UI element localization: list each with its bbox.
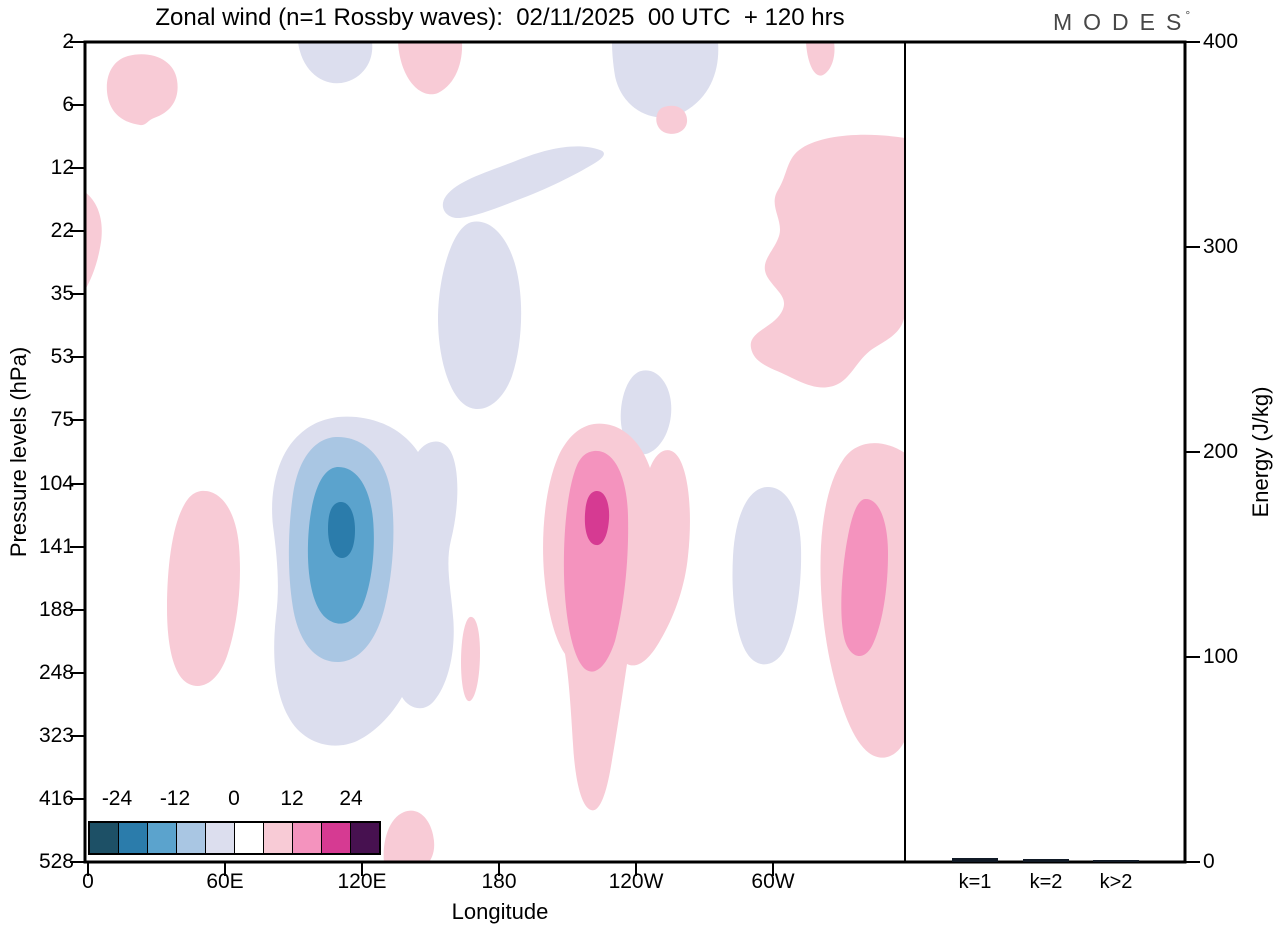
longitude-tick-label: 60W [751,870,795,893]
contour-field [85,42,905,862]
colorbar-tick-label: -12 [159,787,191,810]
pressure-axis-ticks [70,41,85,863]
energy-axis-label: Energy (J/kg) [1248,386,1273,518]
contour-neg-midstrat-blob [438,221,522,410]
contour-pos-leftedge [85,192,102,290]
contour-pos-main-mid [563,450,629,672]
contour-pos-right-stratosphere [750,134,905,388]
longitude-axis-ticks [87,862,774,876]
colorbar-cell [293,823,322,853]
pressure-tick-label: 22 [50,219,74,242]
colorbar-cell [235,823,264,853]
colorbar-tick-label: 12 [280,787,304,810]
colorbar-tick-label: 0 [228,787,240,810]
longitude-tick-label: 120W [608,870,664,893]
contour-neg-diagonal-streak [442,146,604,219]
contour-neg-topcenter [298,42,373,84]
pressure-tick-label: 188 [38,598,74,621]
contour-pos-right-inner [841,498,888,657]
colorbar-tick-label: -24 [101,787,133,810]
bar-label-k1: k=1 [958,871,992,893]
colorbar-cells [88,821,381,855]
modes-logo-text: MODES [1053,9,1193,35]
energy-bar-k2 [1023,858,1069,862]
pressure-tick-label: 35 [50,282,74,305]
energy-tick-label: 100 [1203,645,1239,668]
contour-pos-sliver [461,616,480,702]
colorbar-cell [90,823,119,853]
pressure-tick-label: 528 [38,850,74,873]
contour-neg-right-blob [732,486,802,665]
pressure-axis-label: Pressure levels (hPa) [6,346,31,558]
chart-title: Zonal wind (n=1 Rossby waves): 02/11/202… [155,4,845,31]
pressure-tick-label: 323 [38,724,74,747]
colorbar-cell [264,823,293,853]
longitude-tick-label: 0 [82,870,94,893]
pressure-tick-label: 416 [38,787,74,810]
longitude-axis-label: Longitude [451,899,549,924]
pressure-tick-label: 75 [50,408,74,431]
pressure-tick-label: 248 [38,661,74,684]
contour-pos-main-core [584,490,610,546]
contour-pos-topleft [106,54,178,126]
pressure-tick-label: 2 [62,30,74,53]
bar-label-k2: k=2 [1029,871,1063,893]
energy-tick-label: 300 [1203,235,1239,258]
energy-bar-k1 [952,857,998,862]
longitude-tick-label: 60E [206,870,244,893]
contour-pos-left-blob [167,490,240,686]
energy-tick-label: 400 [1203,30,1239,53]
contour-pos-bottom-blob [383,810,435,862]
longitude-tick-label: 180 [481,870,517,893]
bar-label-kgt2: k>2 [1099,871,1133,893]
colorbar-cell [206,823,235,853]
pressure-tick-label: 12 [50,156,74,179]
colorbar-cell [351,823,379,853]
pressure-tick-label: 53 [50,345,74,368]
contour-pos-small-under-top [656,105,688,134]
energy-tick-label: 0 [1203,850,1215,873]
pressure-tick-label: 6 [62,93,74,116]
contour-pos-top [398,42,463,95]
energy-bar-kgt2 [1093,859,1139,862]
contour-neg-topright [612,42,719,118]
modes-logo-degree-icon: ° [1185,8,1191,22]
colorbar-cell [177,823,206,853]
colorbar-cell [322,823,351,853]
contour-neg-small-blob [620,370,672,455]
energy-axis-ticks [1185,41,1200,863]
pressure-tick-label: 141 [38,535,74,558]
pressure-tick-label: 104 [38,472,74,495]
contour-pos-topright-small [806,42,835,76]
energy-tick-label: 200 [1203,440,1239,463]
colorbar-cell [148,823,177,853]
colorbar-tick-label: 24 [339,787,363,810]
contour-neg-main-core [328,501,355,558]
longitude-tick-label: 120E [337,870,387,893]
modes-logo: MODES° [1053,8,1190,36]
colorbar-cell [119,823,148,853]
